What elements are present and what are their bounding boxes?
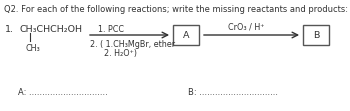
Text: CrO₃ / H⁺: CrO₃ / H⁺: [228, 23, 265, 32]
Text: A: ..............................: A: ..............................: [18, 88, 108, 97]
Text: 1. PCC: 1. PCC: [98, 25, 124, 34]
Text: 2. ( 1.CH₃MgBr, ether: 2. ( 1.CH₃MgBr, ether: [90, 40, 175, 49]
Text: B: ..............................: B: ..............................: [188, 88, 278, 97]
Text: A: A: [183, 31, 189, 40]
Text: B: B: [313, 31, 319, 40]
Text: 2. H₂O⁺): 2. H₂O⁺): [104, 49, 137, 58]
Text: Q2. For each of the following reactions; write the missing reactants and product: Q2. For each of the following reactions;…: [4, 5, 348, 14]
Text: CH₃CHCH₂OH: CH₃CHCH₂OH: [20, 25, 83, 34]
Bar: [303, 25, 329, 45]
Text: CH₃: CH₃: [25, 44, 40, 53]
Text: 1.: 1.: [5, 25, 14, 34]
Bar: [173, 25, 199, 45]
